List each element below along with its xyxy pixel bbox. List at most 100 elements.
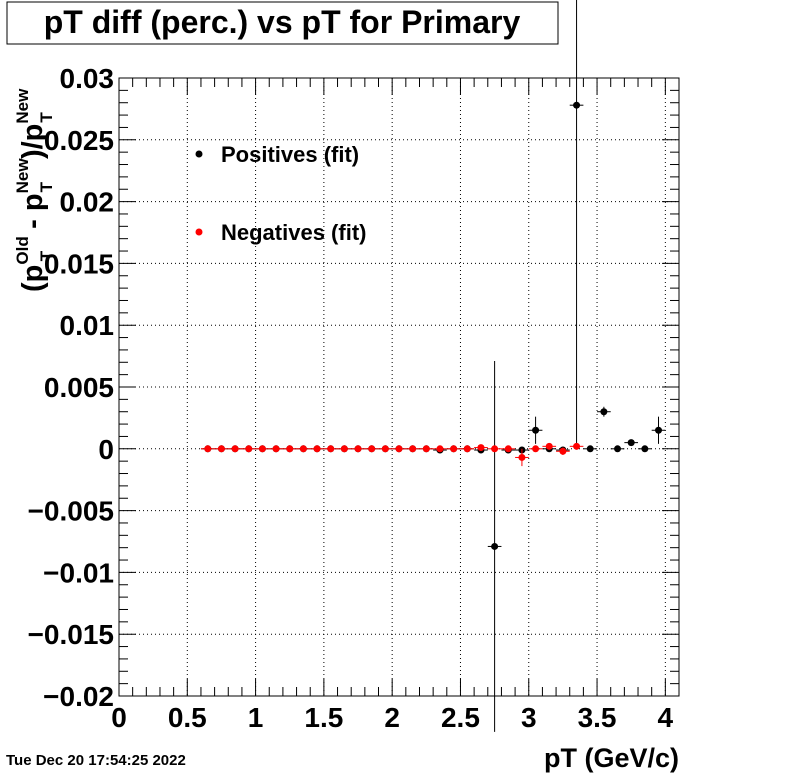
positives-point: [651, 416, 666, 444]
data-points: [200, 0, 666, 732]
negatives-point: [364, 445, 379, 453]
chart-title: pT diff (perc.) vs pT for Primary: [44, 4, 521, 40]
positives-point: [610, 445, 625, 453]
point-marker: [313, 445, 321, 453]
y-tick-label: −0.02: [43, 681, 114, 712]
point-marker: [600, 408, 608, 416]
axis-ticks: [118, 77, 680, 697]
y-tick-label: 0.02: [60, 187, 115, 218]
x-axis-title: pT (GeV/c): [544, 743, 679, 773]
x-tick-label: 1: [248, 702, 264, 733]
y-tick-label: 0.005: [44, 372, 114, 403]
legend-marker-positives: [195, 150, 203, 158]
positives-point: [569, 0, 584, 449]
point-marker: [463, 445, 471, 453]
positives-point: [487, 361, 502, 732]
y-tick-label: −0.01: [43, 557, 114, 588]
grid: [119, 78, 679, 696]
point-marker: [491, 542, 499, 550]
negatives-point: [419, 445, 434, 453]
point-marker: [450, 445, 458, 453]
y-title-open: (p: [17, 265, 49, 292]
legend-label-positives: Positives (fit): [221, 142, 359, 167]
point-marker: [573, 101, 581, 109]
point-marker: [614, 445, 622, 453]
legend: Positives (fit) Negatives (fit): [195, 142, 366, 245]
point-marker: [586, 445, 594, 453]
point-marker: [204, 445, 212, 453]
y-tick-labels: −0.02 −0.015 −0.01 −0.005 0 0.005 0.01 0.015 0.0…: [28, 63, 114, 712]
negatives-point: [474, 444, 488, 452]
positives-point: [624, 439, 639, 447]
x-tick-label: 2: [384, 702, 400, 733]
point-marker: [491, 445, 499, 453]
negatives-point: [405, 445, 420, 453]
negatives-point: [337, 445, 352, 453]
title-box: pT diff (perc.) vs pT for Primary: [6, 1, 559, 45]
positives-point: [638, 445, 652, 453]
x-tick-label: 3.5: [578, 702, 617, 733]
x-tick-labels: 0 0.5 1 1.5 2 2.5 3 3.5 4: [111, 702, 673, 733]
point-marker: [559, 447, 567, 455]
point-marker: [655, 426, 663, 434]
x-tick-label: 1.5: [304, 702, 343, 733]
point-marker: [286, 445, 294, 453]
y-title-new-sup: New: [13, 158, 32, 194]
negatives-point: [214, 445, 229, 453]
negatives-point: [241, 445, 256, 453]
negatives-point: [378, 445, 393, 453]
negatives-point: [351, 445, 365, 453]
point-marker: [436, 445, 444, 453]
legend-label-negatives: Negatives (fit): [221, 220, 366, 245]
y-title-minus: - p: [17, 193, 49, 237]
y-tick-label: 0: [98, 434, 114, 465]
negatives-point: [433, 445, 447, 453]
point-marker: [532, 426, 540, 434]
point-marker: [395, 445, 403, 453]
negatives-point: [528, 445, 543, 453]
y-tick-label: −0.005: [28, 496, 114, 527]
point-marker: [477, 444, 485, 452]
negatives-point: [515, 448, 529, 467]
point-marker: [354, 445, 362, 453]
y-axis-title: (pOld T - pNew T)/pNew T: [13, 88, 56, 292]
x-tick-label: 0: [111, 702, 127, 733]
point-marker: [573, 442, 581, 450]
negatives-point: [392, 445, 406, 453]
point-marker: [272, 445, 280, 453]
point-marker: [231, 445, 239, 453]
negatives-point: [501, 445, 516, 453]
x-tick-label: 3: [521, 702, 537, 733]
point-marker: [340, 445, 348, 453]
point-marker: [422, 445, 430, 453]
negatives-point: [542, 442, 557, 450]
negatives-point: [228, 445, 242, 453]
negatives-point: [296, 445, 311, 453]
x-tick-label: 0.5: [168, 702, 207, 733]
point-marker: [532, 445, 540, 453]
y-tick-label: 0.015: [44, 248, 114, 279]
point-marker: [518, 453, 526, 461]
negatives-point: [255, 445, 270, 453]
y-title-close: )/p: [17, 124, 49, 159]
point-marker: [368, 445, 376, 453]
y-tick-label: −0.015: [28, 619, 114, 650]
positives-point: [597, 406, 611, 417]
point-marker: [641, 445, 649, 453]
negatives-point: [569, 442, 584, 450]
point-marker: [327, 445, 335, 453]
point-marker: [409, 445, 417, 453]
y-title-den-sup: New: [13, 88, 32, 124]
point-marker: [299, 445, 307, 453]
y-tick-label: 0.03: [60, 63, 115, 94]
positives-point: [528, 416, 543, 444]
positives-point: [583, 445, 598, 453]
point-marker: [504, 445, 512, 453]
negatives-point: [310, 445, 324, 453]
x-tick-label: 2.5: [441, 702, 480, 733]
timestamp: Tue Dec 20 17:54:25 2022: [6, 752, 186, 769]
y-title-old-sub: T: [37, 250, 56, 261]
negatives-point: [446, 445, 461, 453]
negatives-point: [269, 445, 283, 453]
